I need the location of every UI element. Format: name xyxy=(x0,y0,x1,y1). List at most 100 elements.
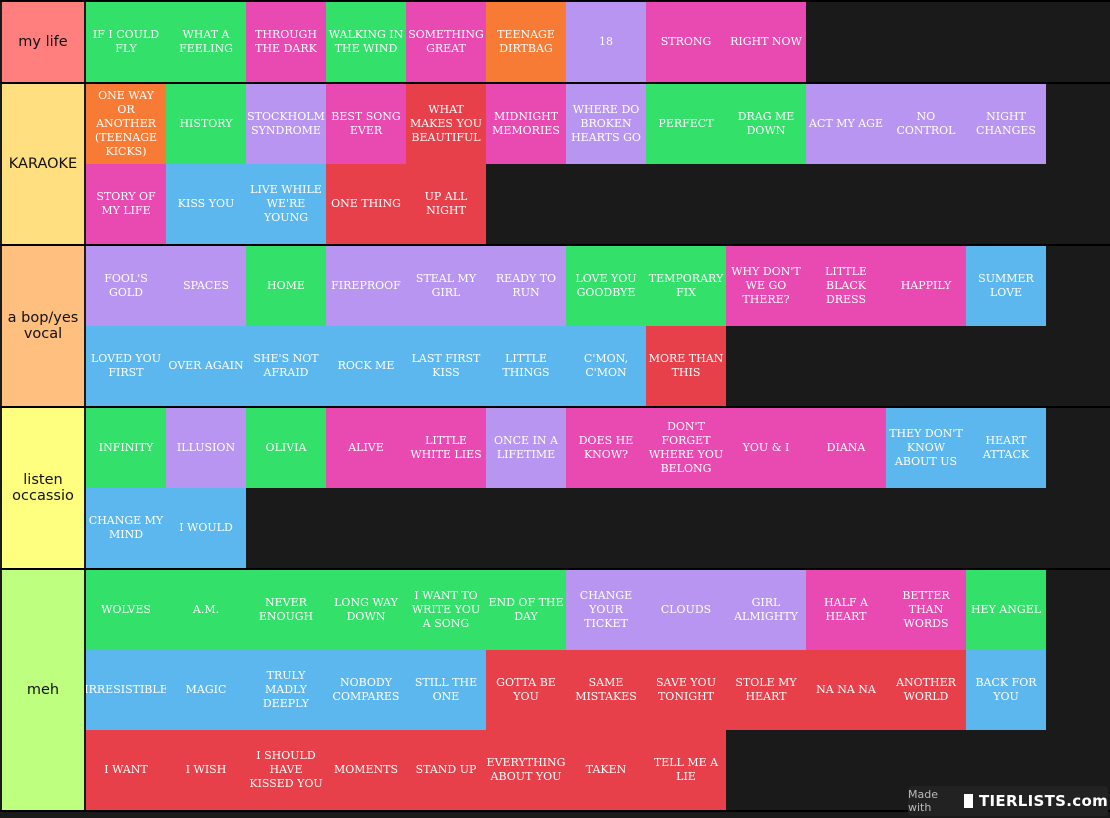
tier-item[interactable]: TELL ME A LIE xyxy=(646,730,726,810)
tier-item[interactable]: ANOTHER WORLD xyxy=(886,650,966,730)
tier-item[interactable]: RIGHT NOW xyxy=(726,2,806,82)
tier-item[interactable]: NEVER ENOUGH xyxy=(246,570,326,650)
tier-label[interactable]: a bop/yes vocal xyxy=(2,246,84,406)
tier-item[interactable]: TAKEN xyxy=(566,730,646,810)
tier-label[interactable]: meh xyxy=(2,570,84,810)
tier-item[interactable]: FOOL'S GOLD xyxy=(86,246,166,326)
tier-item[interactable]: I SHOULD HAVE KISSED YOU xyxy=(246,730,326,810)
tier-item[interactable]: CHANGE YOUR TICKET xyxy=(566,570,646,650)
tier-item[interactable]: GIRL ALMIGHTY xyxy=(726,570,806,650)
tier-item[interactable]: LITTLE THINGS xyxy=(486,326,566,406)
tier-item[interactable]: IRRESISTIBLE xyxy=(86,650,166,730)
tier-item[interactable]: ONCE IN A LIFETIME xyxy=(486,408,566,488)
tier-label[interactable]: listen occassio xyxy=(2,408,84,568)
tier-item[interactable]: LAST FIRST KISS xyxy=(406,326,486,406)
tier-item[interactable]: DRAG ME DOWN xyxy=(726,84,806,164)
tier-items: IF I COULD FLY WHAT A FEELING THROUGH THE … xyxy=(86,2,1110,82)
tier-item[interactable]: STRONG xyxy=(646,2,726,82)
tier-item[interactable]: TEENAGE DIRTBAG xyxy=(486,2,566,82)
tier-item[interactable]: THROUGH THE DARK xyxy=(246,2,326,82)
tier-item[interactable]: BEST SONG EVER xyxy=(326,84,406,164)
tier-item[interactable]: OVER AGAIN xyxy=(166,326,246,406)
tier-item[interactable]: I WANT xyxy=(86,730,166,810)
tier-item[interactable]: NA NA NA xyxy=(806,650,886,730)
tier-item[interactable]: BETTER THAN WORDS xyxy=(886,570,966,650)
tier-item[interactable]: I WISH xyxy=(166,730,246,810)
tier-item[interactable]: I WOULD xyxy=(166,488,246,568)
tier-item[interactable]: WHAT MAKES YOU BEAUTIFUL xyxy=(406,84,486,164)
tier-item[interactable]: MAGIC xyxy=(166,650,246,730)
tier-item[interactable]: HALF A HEART xyxy=(806,570,886,650)
tier-item[interactable]: GOTTA BE YOU xyxy=(486,650,566,730)
tier-item[interactable]: C'MON, C'MON xyxy=(566,326,646,406)
tier-item[interactable]: THEY DON'T KNOW ABOUT US xyxy=(886,408,966,488)
tier-item[interactable]: DIANA xyxy=(806,408,886,488)
tier-item[interactable]: NO CONTROL xyxy=(886,84,966,164)
tier-item[interactable]: INFINITY xyxy=(86,408,166,488)
tier-item[interactable]: BACK FOR YOU xyxy=(966,650,1046,730)
tier-item[interactable]: PERFECT xyxy=(646,84,726,164)
tier-item[interactable]: EVERYTHING ABOUT YOU xyxy=(486,730,566,810)
tier-item[interactable]: OLIVIA xyxy=(246,408,326,488)
tier-item[interactable]: LOVE YOU GOODBYE xyxy=(566,246,646,326)
tier-item[interactable]: WHAT A FEELING xyxy=(166,2,246,82)
tier-item[interactable]: SUMMER LOVE xyxy=(966,246,1046,326)
tier-item[interactable]: ILLUSION xyxy=(166,408,246,488)
tier-label[interactable]: KARAOKE xyxy=(2,84,84,244)
tier-item[interactable]: ONE WAY OR ANOTHER (TEENAGE KICKS) xyxy=(86,84,166,164)
tier-row: listen occassio INFINITY ILLUSION OLIVIA ALI… xyxy=(0,408,1110,570)
tier-item[interactable]: MORE THAN THIS xyxy=(646,326,726,406)
tier-item[interactable]: CHANGE MY MIND xyxy=(86,488,166,568)
tier-item[interactable]: HISTORY xyxy=(166,84,246,164)
tier-item[interactable]: YOU & I xyxy=(726,408,806,488)
tier-item[interactable]: TEMPORARY FIX xyxy=(646,246,726,326)
tier-item[interactable]: STORY OF MY LIFE xyxy=(86,164,166,244)
tier-item[interactable]: STOCKHOLM SYNDROME xyxy=(246,84,326,164)
tier-item[interactable]: WHERE DO BROKEN HEARTS GO xyxy=(566,84,646,164)
tier-item[interactable]: HAPPILY xyxy=(886,246,966,326)
tier-item[interactable]: LOVED YOU FIRST xyxy=(86,326,166,406)
tier-item[interactable]: TRULY MADLY DEEPLY xyxy=(246,650,326,730)
tier-item[interactable]: STILL THE ONE xyxy=(406,650,486,730)
tier-item[interactable]: LITTLE BLACK DRESS xyxy=(806,246,886,326)
tier-item[interactable]: SHE'S NOT AFRAID xyxy=(246,326,326,406)
tier-item[interactable]: ROCK ME xyxy=(326,326,406,406)
tier-item[interactable]: WOLVES xyxy=(86,570,166,650)
watermark[interactable]: Made with TIERLISTS.com xyxy=(908,786,1108,816)
tier-item[interactable]: DON'T FORGET WHERE YOU BELONG xyxy=(646,408,726,488)
tier-label[interactable]: my life xyxy=(2,2,84,82)
tier-item[interactable]: SOMETHING GREAT xyxy=(406,2,486,82)
tier-item[interactable]: STAND UP xyxy=(406,730,486,810)
tier-item[interactable]: END OF THE DAY xyxy=(486,570,566,650)
tier-item[interactable]: SAME MISTAKES xyxy=(566,650,646,730)
tier-item[interactable]: ACT MY AGE xyxy=(806,84,886,164)
tier-item[interactable]: WALKING IN THE WIND xyxy=(326,2,406,82)
tier-item[interactable]: LITTLE WHITE LIES xyxy=(406,408,486,488)
tier-item[interactable]: CLOUDS xyxy=(646,570,726,650)
tier-item[interactable]: ALIVE xyxy=(326,408,406,488)
tier-item[interactable]: DOES HE KNOW? xyxy=(566,408,646,488)
tier-item[interactable]: IF I COULD FLY xyxy=(86,2,166,82)
tier-item[interactable]: READY TO RUN xyxy=(486,246,566,326)
tier-item[interactable]: LIVE WHILE WE'RE YOUNG xyxy=(246,164,326,244)
tier-item[interactable]: UP ALL NIGHT xyxy=(406,164,486,244)
tier-item[interactable]: HEART ATTACK xyxy=(966,408,1046,488)
tier-item[interactable]: ONE THING xyxy=(326,164,406,244)
tier-item[interactable]: FIREPROOF xyxy=(326,246,406,326)
tier-item[interactable]: KISS YOU xyxy=(166,164,246,244)
tier-item[interactable]: WHY DON'T WE GO THERE? xyxy=(726,246,806,326)
tier-item[interactable]: STEAL MY GIRL xyxy=(406,246,486,326)
tier-item[interactable]: HOME xyxy=(246,246,326,326)
tier-item[interactable]: STOLE MY HEART xyxy=(726,650,806,730)
tier-item[interactable]: MIDNIGHT MEMORIES xyxy=(486,84,566,164)
tier-item[interactable]: LONG WAY DOWN xyxy=(326,570,406,650)
tier-item[interactable]: A.M. xyxy=(166,570,246,650)
tier-item[interactable]: SPACES xyxy=(166,246,246,326)
tier-item[interactable]: I WANT TO WRITE YOU A SONG xyxy=(406,570,486,650)
tier-item[interactable]: HEY ANGEL xyxy=(966,570,1046,650)
tier-item[interactable]: 18 xyxy=(566,2,646,82)
tier-item[interactable]: SAVE YOU TONIGHT xyxy=(646,650,726,730)
tier-item[interactable]: MOMENTS xyxy=(326,730,406,810)
tier-item[interactable]: NIGHT CHANGES xyxy=(966,84,1046,164)
tier-item[interactable]: NOBODY COMPARES xyxy=(326,650,406,730)
